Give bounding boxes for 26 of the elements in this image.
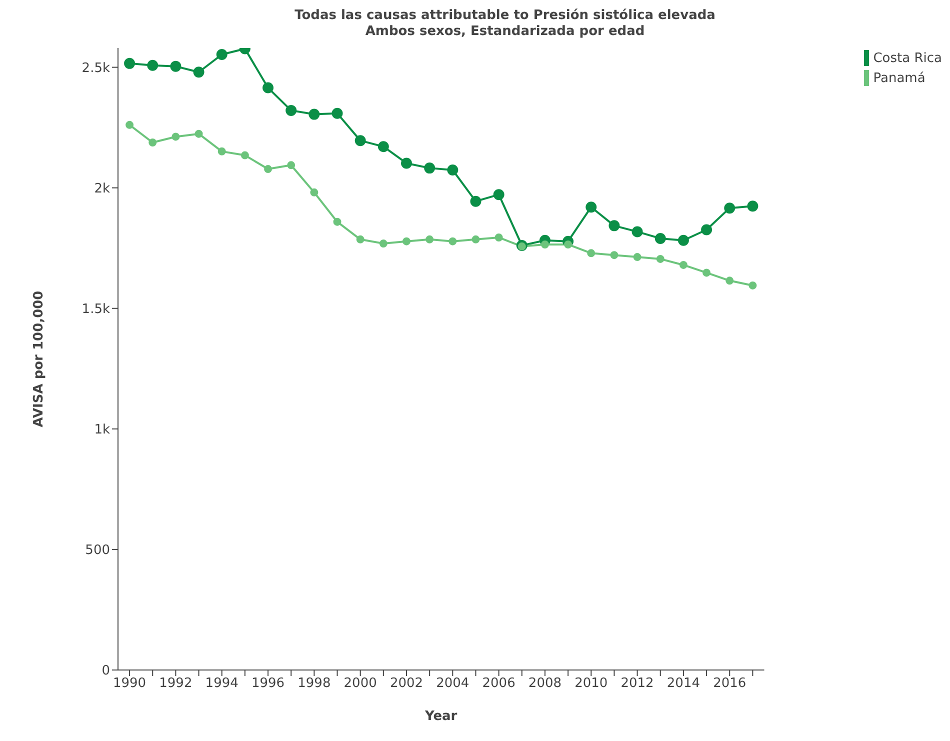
y-tick-label: 1.5k bbox=[82, 302, 110, 317]
x-tick-label: 1994 bbox=[205, 676, 238, 692]
x-tick-label: 1990 bbox=[112, 676, 146, 692]
y-tick-label: 1k bbox=[94, 422, 110, 438]
legend-label: Costa Rica bbox=[873, 50, 942, 66]
x-axis-title: Year bbox=[424, 709, 458, 724]
x-tick-label: 2014 bbox=[666, 676, 700, 692]
x-tick-label: 1998 bbox=[298, 676, 331, 692]
x-tick-label: 1992 bbox=[159, 676, 192, 692]
x-tick-label: 2008 bbox=[528, 676, 562, 692]
x-tick-label: 2012 bbox=[620, 676, 654, 692]
y-axis-title: AVISA por 100,000 bbox=[32, 290, 47, 428]
chart-title: Todas las causas attributable to Presión sistólica elevada bbox=[294, 8, 716, 24]
x-tick-label: 1996 bbox=[251, 676, 285, 692]
legend-label: Panamá bbox=[873, 70, 926, 86]
x-tick-label: 2010 bbox=[574, 676, 608, 692]
y-tick-label: 500 bbox=[85, 543, 110, 558]
y-tick-label: 2.5k bbox=[82, 60, 110, 76]
x-tick-label: 2016 bbox=[713, 676, 746, 692]
x-tick-label: 2006 bbox=[482, 676, 516, 692]
x-tick-label: 2000 bbox=[344, 676, 377, 692]
x-tick-label: 2002 bbox=[390, 676, 424, 692]
chart-subtitle: Ambos sexos, Estandarizada por edad bbox=[364, 24, 646, 40]
x-tick-label: 2004 bbox=[436, 676, 470, 692]
y-tick-label: 0 bbox=[102, 664, 110, 679]
y-tick-label: 2k bbox=[94, 181, 110, 196]
